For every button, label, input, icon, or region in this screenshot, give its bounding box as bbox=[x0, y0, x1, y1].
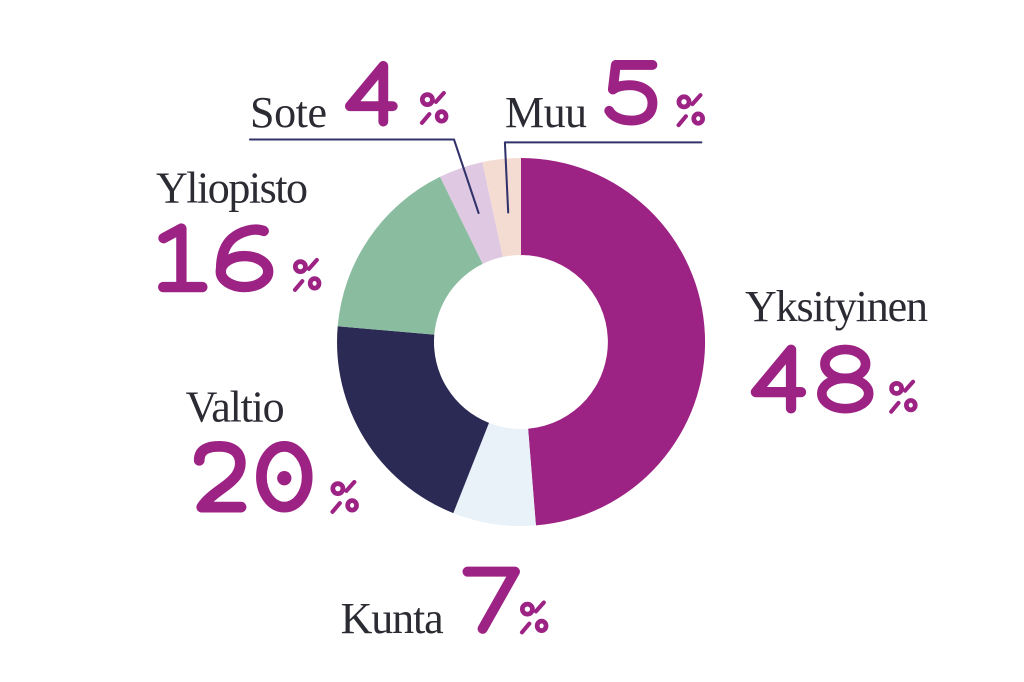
svg-text:Sote: Sote bbox=[250, 88, 327, 137]
svg-text:Valtio: Valtio bbox=[186, 383, 285, 432]
svg-text:Yliopisto: Yliopisto bbox=[156, 164, 308, 213]
svg-text:Yksityinen: Yksityinen bbox=[745, 282, 928, 331]
svg-text:Muu: Muu bbox=[505, 88, 587, 137]
svg-text:Kunta: Kunta bbox=[341, 594, 444, 643]
